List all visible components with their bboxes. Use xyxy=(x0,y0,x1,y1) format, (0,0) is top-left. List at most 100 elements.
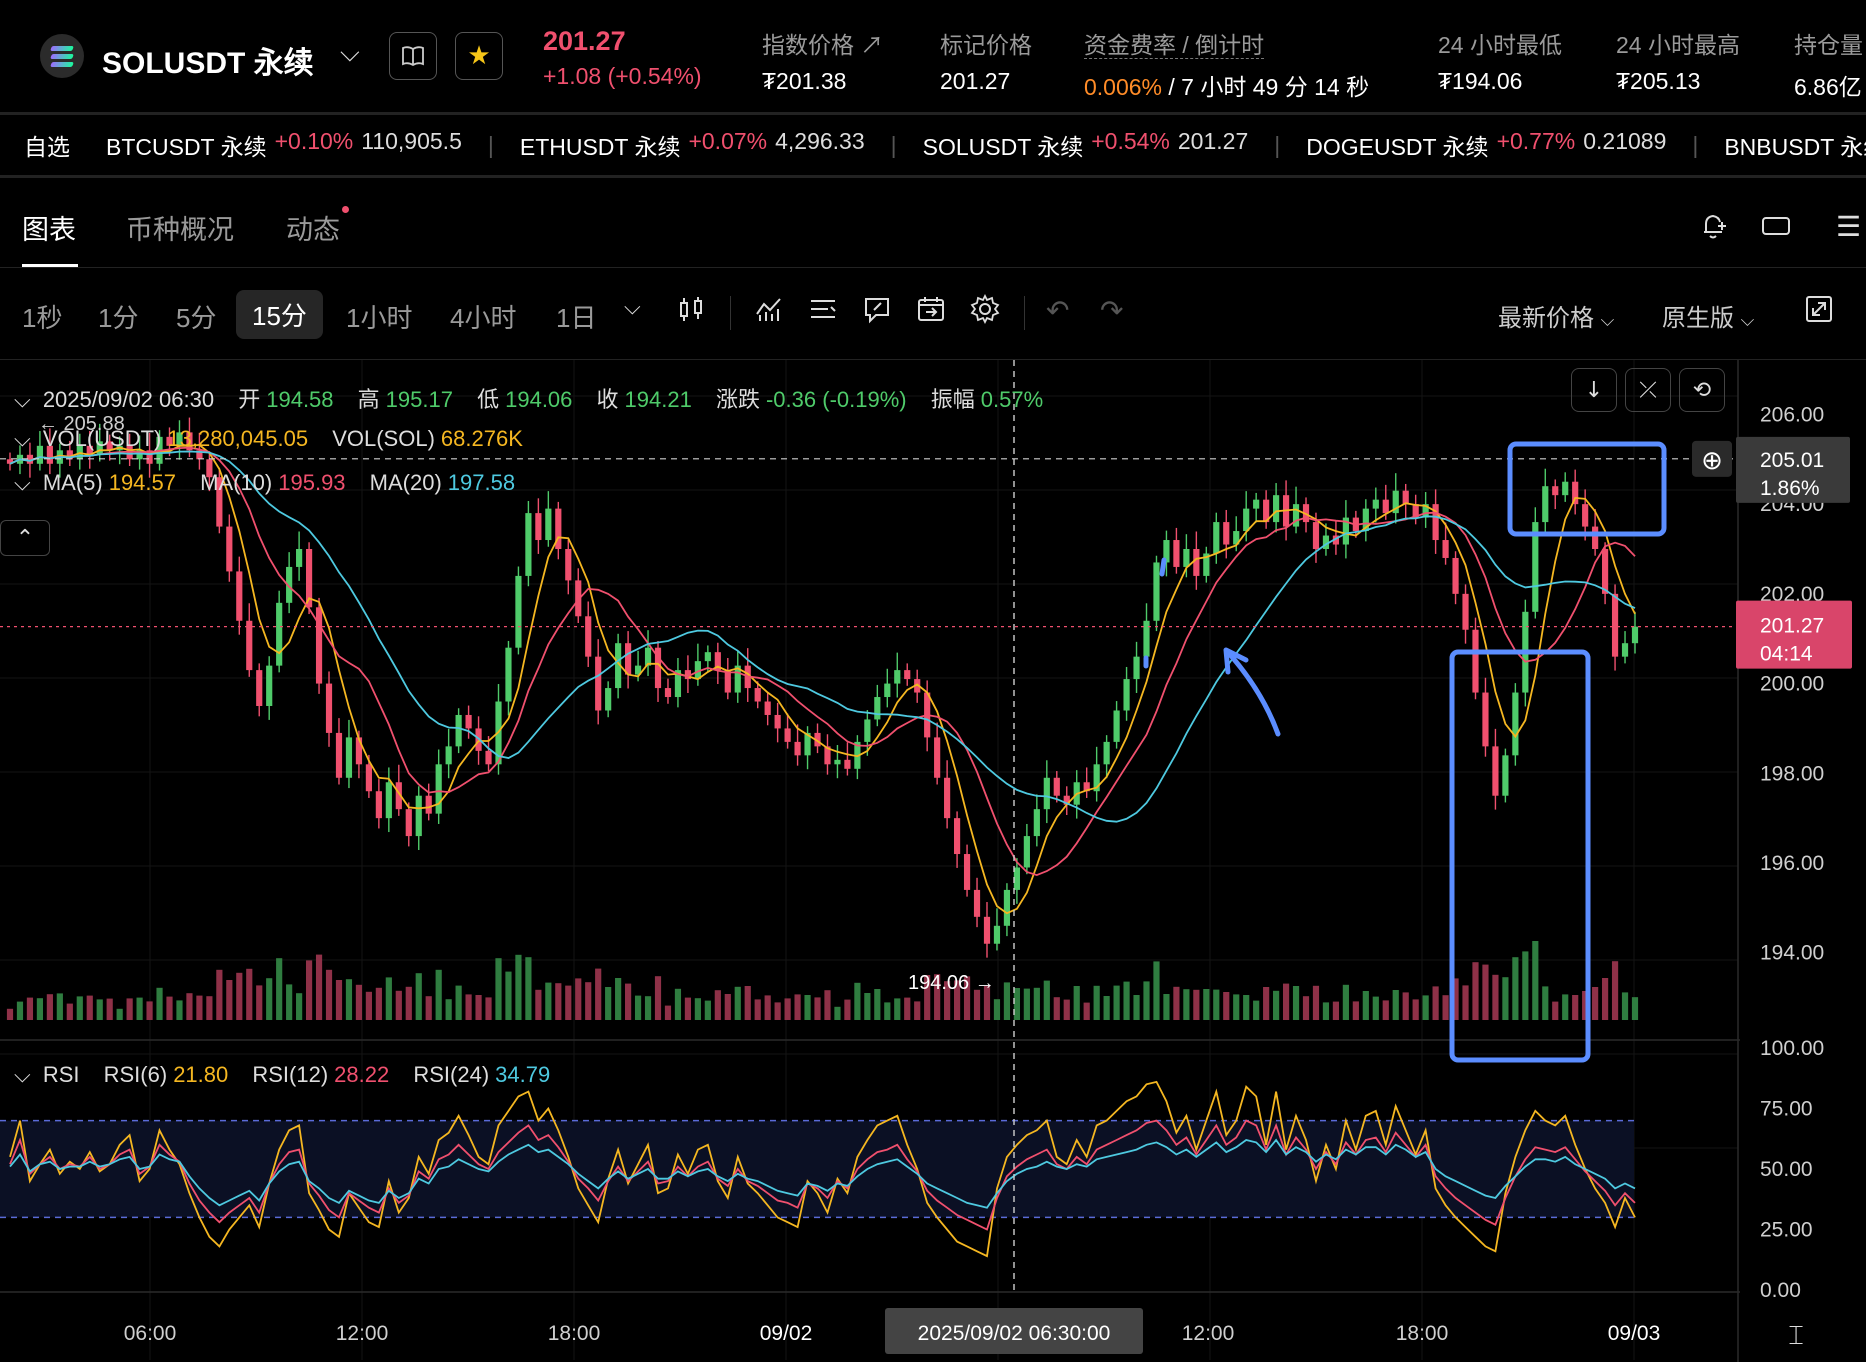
candle-body xyxy=(874,697,881,720)
timeframe-1s[interactable]: 1秒 xyxy=(22,303,63,333)
version-label: 原生版 xyxy=(1662,305,1734,332)
chart-area[interactable]: ← 205.88 194.06 → 206.00 204.00 202.00 200.0… xyxy=(0,360,1866,1362)
ticker-item[interactable]: BNBUSDT 永续 xyxy=(1724,128,1866,162)
volume-bar xyxy=(176,1000,183,1020)
ma20-label: MA(20) xyxy=(369,470,442,495)
timeframe-1d[interactable]: 1日 xyxy=(556,303,597,333)
volume-bar xyxy=(216,969,223,1020)
indicators-icon[interactable] xyxy=(754,294,784,331)
candle-body xyxy=(1193,549,1200,576)
high-marker-label: ← 205.88 xyxy=(38,413,125,435)
volume-bar xyxy=(963,976,971,1020)
chevron-up-icon: ⌃ xyxy=(15,525,35,551)
legend-caret-icon[interactable]: ⌵ xyxy=(14,387,31,412)
volume-bar xyxy=(196,995,203,1020)
fullscreen-icon[interactable] xyxy=(1804,294,1834,331)
legend-caret-icon[interactable]: ⌵ xyxy=(14,1062,31,1087)
ticker-item[interactable]: BTCUSDT 永续 +0.10% 110,905.5 xyxy=(106,128,462,162)
symbol-title[interactable]: SOLUSDT 永续 xyxy=(102,47,314,80)
close-value: 194.21 xyxy=(624,387,692,412)
tab-chart[interactable]: 图表 xyxy=(22,215,76,245)
timeframe-1h[interactable]: 1小时 xyxy=(346,303,413,333)
volume-bar xyxy=(375,987,382,1020)
candle-body xyxy=(445,746,452,765)
ticker-price: 201.27 xyxy=(1177,128,1249,154)
legend-caret-icon[interactable]: ⌵ xyxy=(14,426,31,451)
version-select[interactable]: 原生版 ⌵ xyxy=(1662,298,1754,333)
timeframe-4h[interactable]: 4小时 xyxy=(450,303,517,333)
candle-body xyxy=(834,759,841,765)
timeframe-5m[interactable]: 5分 xyxy=(176,303,217,333)
favorite-button[interactable]: ★ xyxy=(455,32,503,80)
volume-bar xyxy=(1083,1002,1090,1020)
volume-bar xyxy=(1362,991,1369,1020)
volume-bar xyxy=(1631,997,1639,1020)
favorites-tab[interactable]: 自选 xyxy=(24,134,70,160)
funding-rate-label[interactable]: 资金费率 / 倒计时 xyxy=(1084,32,1265,59)
volume-bar xyxy=(96,999,103,1020)
scroll-to-latest-button[interactable]: ↓ xyxy=(1571,368,1617,412)
more-menu-icon[interactable]: ☰ xyxy=(1836,211,1862,242)
timeframe-1m[interactable]: 1分 xyxy=(98,303,139,333)
price-type-select[interactable]: 最新价格 ⌵ xyxy=(1498,298,1614,333)
legend-caret-icon[interactable]: ⌵ xyxy=(14,470,31,495)
volume-bar xyxy=(854,982,861,1020)
ticker-item[interactable]: SOLUSDT 永续 +0.54% 201.27 xyxy=(923,128,1249,162)
volume-bar xyxy=(266,978,273,1020)
volume-bar xyxy=(644,996,652,1020)
scale-toggle-icon: ⌶ xyxy=(1788,1320,1804,1350)
annotation-icon[interactable] xyxy=(862,294,892,331)
volume-bar xyxy=(355,984,363,1020)
ma20-value: 197.58 xyxy=(447,470,516,495)
compress-chart-button[interactable]: ⤫ xyxy=(1625,368,1671,412)
candle-body xyxy=(1153,562,1160,621)
drawing-list-icon[interactable] xyxy=(808,294,838,331)
price-axis-bg xyxy=(1740,360,1866,1362)
redo-icon[interactable]: ↷ xyxy=(1100,295,1124,326)
volume-bar xyxy=(834,1006,841,1020)
collapse-legend-button[interactable]: ⌃ xyxy=(0,520,50,556)
funding-rate-value: 0.006% xyxy=(1084,74,1163,100)
ticker-divider: | xyxy=(487,131,494,158)
high-24h-label: 24 小时最高 xyxy=(1616,32,1740,58)
tab-feed[interactable]: 动态 xyxy=(286,215,340,245)
ohlc-date: 2025/09/02 06:30 xyxy=(42,387,215,412)
volume-bar xyxy=(1013,988,1020,1020)
settings-gear-icon[interactable] xyxy=(970,293,1000,331)
volume-bar xyxy=(714,990,721,1020)
price-alert-icon[interactable] xyxy=(1698,210,1730,249)
layout-icon[interactable] xyxy=(1760,210,1792,249)
volume-bar xyxy=(475,995,482,1020)
solana-logo-icon xyxy=(40,34,84,78)
ma5-value: 194.57 xyxy=(108,470,176,495)
volume-bar xyxy=(595,968,602,1020)
mark-price-value: 201.27 xyxy=(940,68,1011,94)
tab-overview[interactable]: 币种概况 xyxy=(126,215,234,245)
rsi-legend: ⌵ RSI RSI(6) 21.80 RSI(12) 28.22 RSI(24) 34… xyxy=(14,1062,568,1088)
timeframe-more-icon[interactable]: ⌵ xyxy=(624,294,641,319)
volume-bar xyxy=(1502,977,1509,1020)
funding-rate-stat[interactable]: 资金费率 / 倒计时 0.006% / 7 小时 49 分 14 秒 xyxy=(1084,26,1369,102)
timeframe-15m[interactable]: 15分 xyxy=(236,290,323,339)
candle-body xyxy=(1611,593,1619,657)
volume-bar xyxy=(575,978,582,1020)
info-book-button[interactable] xyxy=(389,32,437,80)
index-price-stat[interactable]: 指数价格 ↗ ₮201.38 xyxy=(762,26,883,95)
candle-body xyxy=(983,916,991,944)
external-link-icon[interactable]: ↗ xyxy=(860,32,884,58)
volume-bar xyxy=(296,993,303,1020)
candle-body xyxy=(1472,629,1479,693)
chevron-down-icon[interactable]: ⌵ xyxy=(340,38,360,68)
reset-chart-button[interactable]: ⟲ xyxy=(1679,368,1725,412)
candle-type-icon[interactable] xyxy=(676,294,706,331)
ticker-item[interactable]: DOGEUSDT 永续 +0.77% 0.21089 xyxy=(1306,128,1666,162)
undo-icon[interactable]: ↶ xyxy=(1046,295,1070,326)
volume-bar xyxy=(1063,999,1070,1020)
ticker-item[interactable]: ETHUSDT 永续 +0.07% 4,296.33 xyxy=(520,128,865,162)
candle-body xyxy=(1482,692,1489,747)
volume-bar xyxy=(1562,994,1569,1020)
volume-bar xyxy=(315,954,323,1020)
volume-bar xyxy=(615,978,622,1020)
replay-icon[interactable] xyxy=(916,294,946,331)
